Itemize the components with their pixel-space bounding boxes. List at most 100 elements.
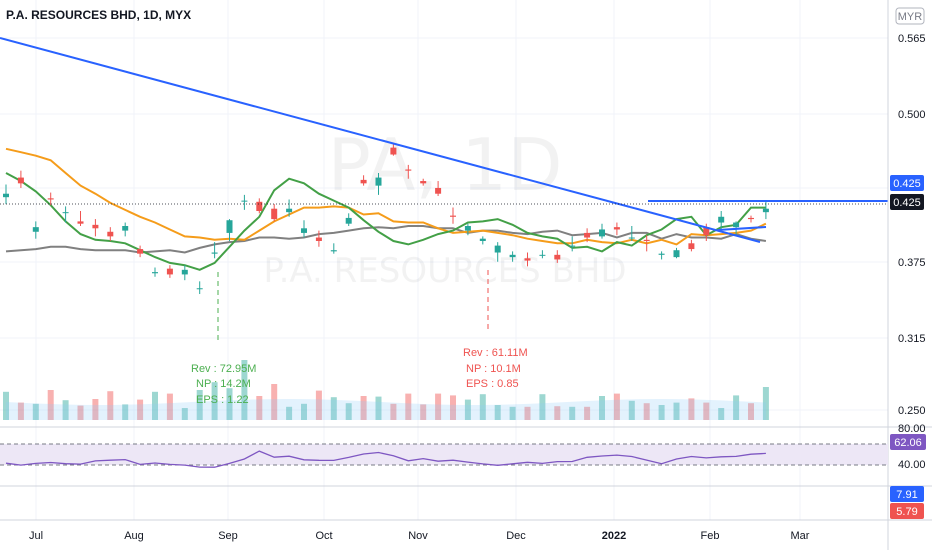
volume-bar (375, 396, 382, 420)
candle-body (420, 181, 427, 184)
candle[interactable] (748, 215, 754, 223)
candle[interactable] (658, 251, 665, 260)
candle[interactable] (62, 206, 69, 223)
volume-ma-area (6, 399, 766, 420)
candle-body (748, 217, 754, 220)
rsi-pane[interactable] (0, 443, 888, 468)
candle-body (450, 215, 456, 217)
candle[interactable] (613, 222, 620, 236)
x-tick: Oct (315, 530, 332, 542)
candle-body (92, 224, 99, 229)
candle[interactable] (599, 223, 605, 239)
trendline-extension[interactable] (629, 206, 761, 243)
candle[interactable] (301, 220, 307, 238)
candle[interactable] (762, 201, 769, 220)
candle-body (3, 193, 9, 198)
candle[interactable] (643, 235, 650, 252)
currency-badge[interactable] (895, 7, 925, 25)
candle[interactable] (450, 207, 456, 224)
volume-bar (524, 406, 531, 420)
candle[interactable] (107, 227, 114, 241)
candle[interactable] (360, 175, 367, 186)
candle[interactable] (375, 172, 382, 195)
volume-bar (32, 403, 39, 420)
candle-body (509, 254, 516, 258)
signal-value-tag (890, 503, 924, 519)
candle[interactable] (211, 242, 218, 259)
candle[interactable] (17, 170, 24, 188)
candle[interactable] (628, 226, 635, 241)
candle-body (539, 254, 546, 256)
time-axis[interactable]: Jul Aug Sep Oct Nov Dec 2022 Feb Mar (29, 530, 810, 542)
trendline-upper[interactable] (717, 226, 767, 231)
rsi-value-tag (890, 434, 926, 450)
candle[interactable] (241, 194, 248, 210)
candle[interactable] (524, 252, 531, 267)
candle[interactable] (181, 265, 188, 281)
candle[interactable] (286, 199, 293, 217)
candle[interactable] (509, 251, 516, 262)
candle[interactable] (479, 236, 486, 245)
candle[interactable] (345, 213, 352, 226)
candle[interactable] (539, 250, 546, 259)
ma-long-line (5, 225, 767, 254)
candle[interactable] (405, 164, 412, 179)
candle[interactable] (673, 247, 680, 259)
signal-value-label: 5.79 (896, 506, 917, 518)
volume-bar (748, 403, 754, 420)
candle-body (345, 217, 352, 224)
volume-bar (405, 393, 412, 420)
candle[interactable] (569, 236, 576, 252)
candle[interactable] (122, 222, 129, 237)
candlesticks[interactable] (3, 142, 769, 295)
annotation-np: NP : 10.1M (466, 363, 521, 375)
candle[interactable] (166, 265, 173, 278)
volume-bar (166, 393, 173, 420)
currency-label: MYR (898, 11, 923, 23)
volume-bar (718, 408, 725, 420)
volume-bar (733, 395, 740, 420)
candle[interactable] (584, 228, 591, 243)
candle[interactable] (3, 184, 9, 205)
trendline-down[interactable] (0, 37, 631, 208)
candle[interactable] (390, 142, 397, 156)
volume-bar (673, 402, 680, 420)
candle[interactable] (256, 198, 263, 214)
candle-body (762, 208, 769, 213)
rsi-band (0, 444, 888, 465)
volume-bar (256, 396, 263, 420)
volume-bar (479, 394, 486, 420)
candle[interactable] (688, 239, 695, 252)
candle[interactable] (330, 243, 337, 254)
candle[interactable] (137, 245, 144, 258)
price-axis[interactable]: 0.565 0.500 0.375 0.315 0.250 (898, 33, 926, 417)
volume-bar (345, 403, 352, 420)
candle-body (315, 237, 322, 241)
candle[interactable] (494, 242, 501, 262)
candle[interactable] (420, 178, 427, 186)
candle[interactable] (152, 267, 158, 277)
y-tick: 0.250 (898, 405, 926, 417)
candle-body (226, 220, 233, 233)
candle-body (47, 198, 54, 200)
candle[interactable] (315, 230, 322, 247)
candle[interactable] (92, 219, 99, 237)
volume-bar (435, 393, 442, 420)
candle[interactable] (271, 204, 278, 222)
candle[interactable] (464, 223, 471, 236)
rsi-line (5, 450, 766, 468)
annotation-rev: Rev : 72.95M (191, 363, 256, 375)
candle[interactable] (226, 219, 233, 241)
candle[interactable] (32, 221, 39, 239)
candle[interactable] (554, 250, 561, 263)
candle[interactable] (47, 192, 54, 206)
candle[interactable] (435, 181, 442, 197)
candle[interactable] (77, 211, 84, 226)
candle[interactable] (718, 211, 725, 231)
volume-bar (554, 406, 561, 420)
candle-body (569, 245, 576, 247)
candle[interactable] (196, 281, 203, 295)
volume-bar (315, 390, 322, 420)
volume-bar (494, 405, 501, 420)
